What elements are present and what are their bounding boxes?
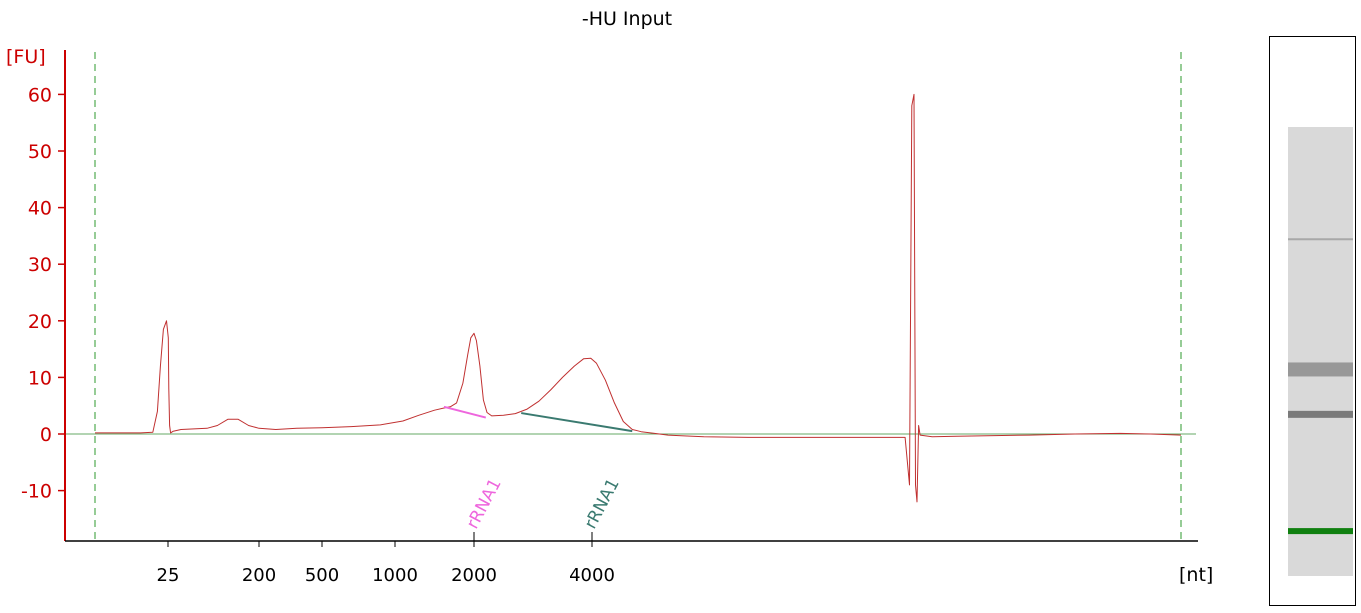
peak-fit-line-2: [521, 412, 633, 433]
x-tick-label-25: 25: [157, 565, 180, 586]
y-axis-unit-label: [FU]: [6, 46, 46, 68]
y-tick-label-10: 10: [28, 367, 52, 389]
x-tick-label-2000: 2000: [451, 565, 497, 586]
gel-band-1: [1288, 238, 1353, 241]
y-tick-label-60: 60: [28, 84, 52, 106]
peak-label-1: rRNA1: [463, 475, 506, 532]
y-tick-label-40: 40: [28, 198, 52, 220]
chart-title: -HU Input: [582, 8, 672, 30]
y-tick-label-50: 50: [28, 141, 52, 163]
gel-band-3: [1288, 410, 1353, 418]
y-tick-label-30: 30: [28, 254, 52, 276]
gel-lane-background: [1288, 127, 1353, 576]
gel-band-2: [1288, 362, 1353, 377]
trace-series-0: [95, 93, 1182, 503]
peak-label-2: rRNA1: [581, 475, 624, 532]
x-axis-unit-label: [nt]: [1179, 564, 1213, 586]
peak-fit-line-1: [443, 405, 487, 419]
x-tick-label-1000: 1000: [372, 565, 418, 586]
y-tick-label-20: 20: [28, 311, 52, 333]
x-tick-label-4000: 4000: [569, 565, 615, 586]
y-tick-label--10: -10: [21, 481, 52, 503]
gel-band-4: [1288, 528, 1353, 535]
x-tick-label-500: 500: [305, 565, 339, 586]
y-tick-label-0: 0: [40, 424, 52, 446]
x-tick-label-200: 200: [242, 565, 276, 586]
